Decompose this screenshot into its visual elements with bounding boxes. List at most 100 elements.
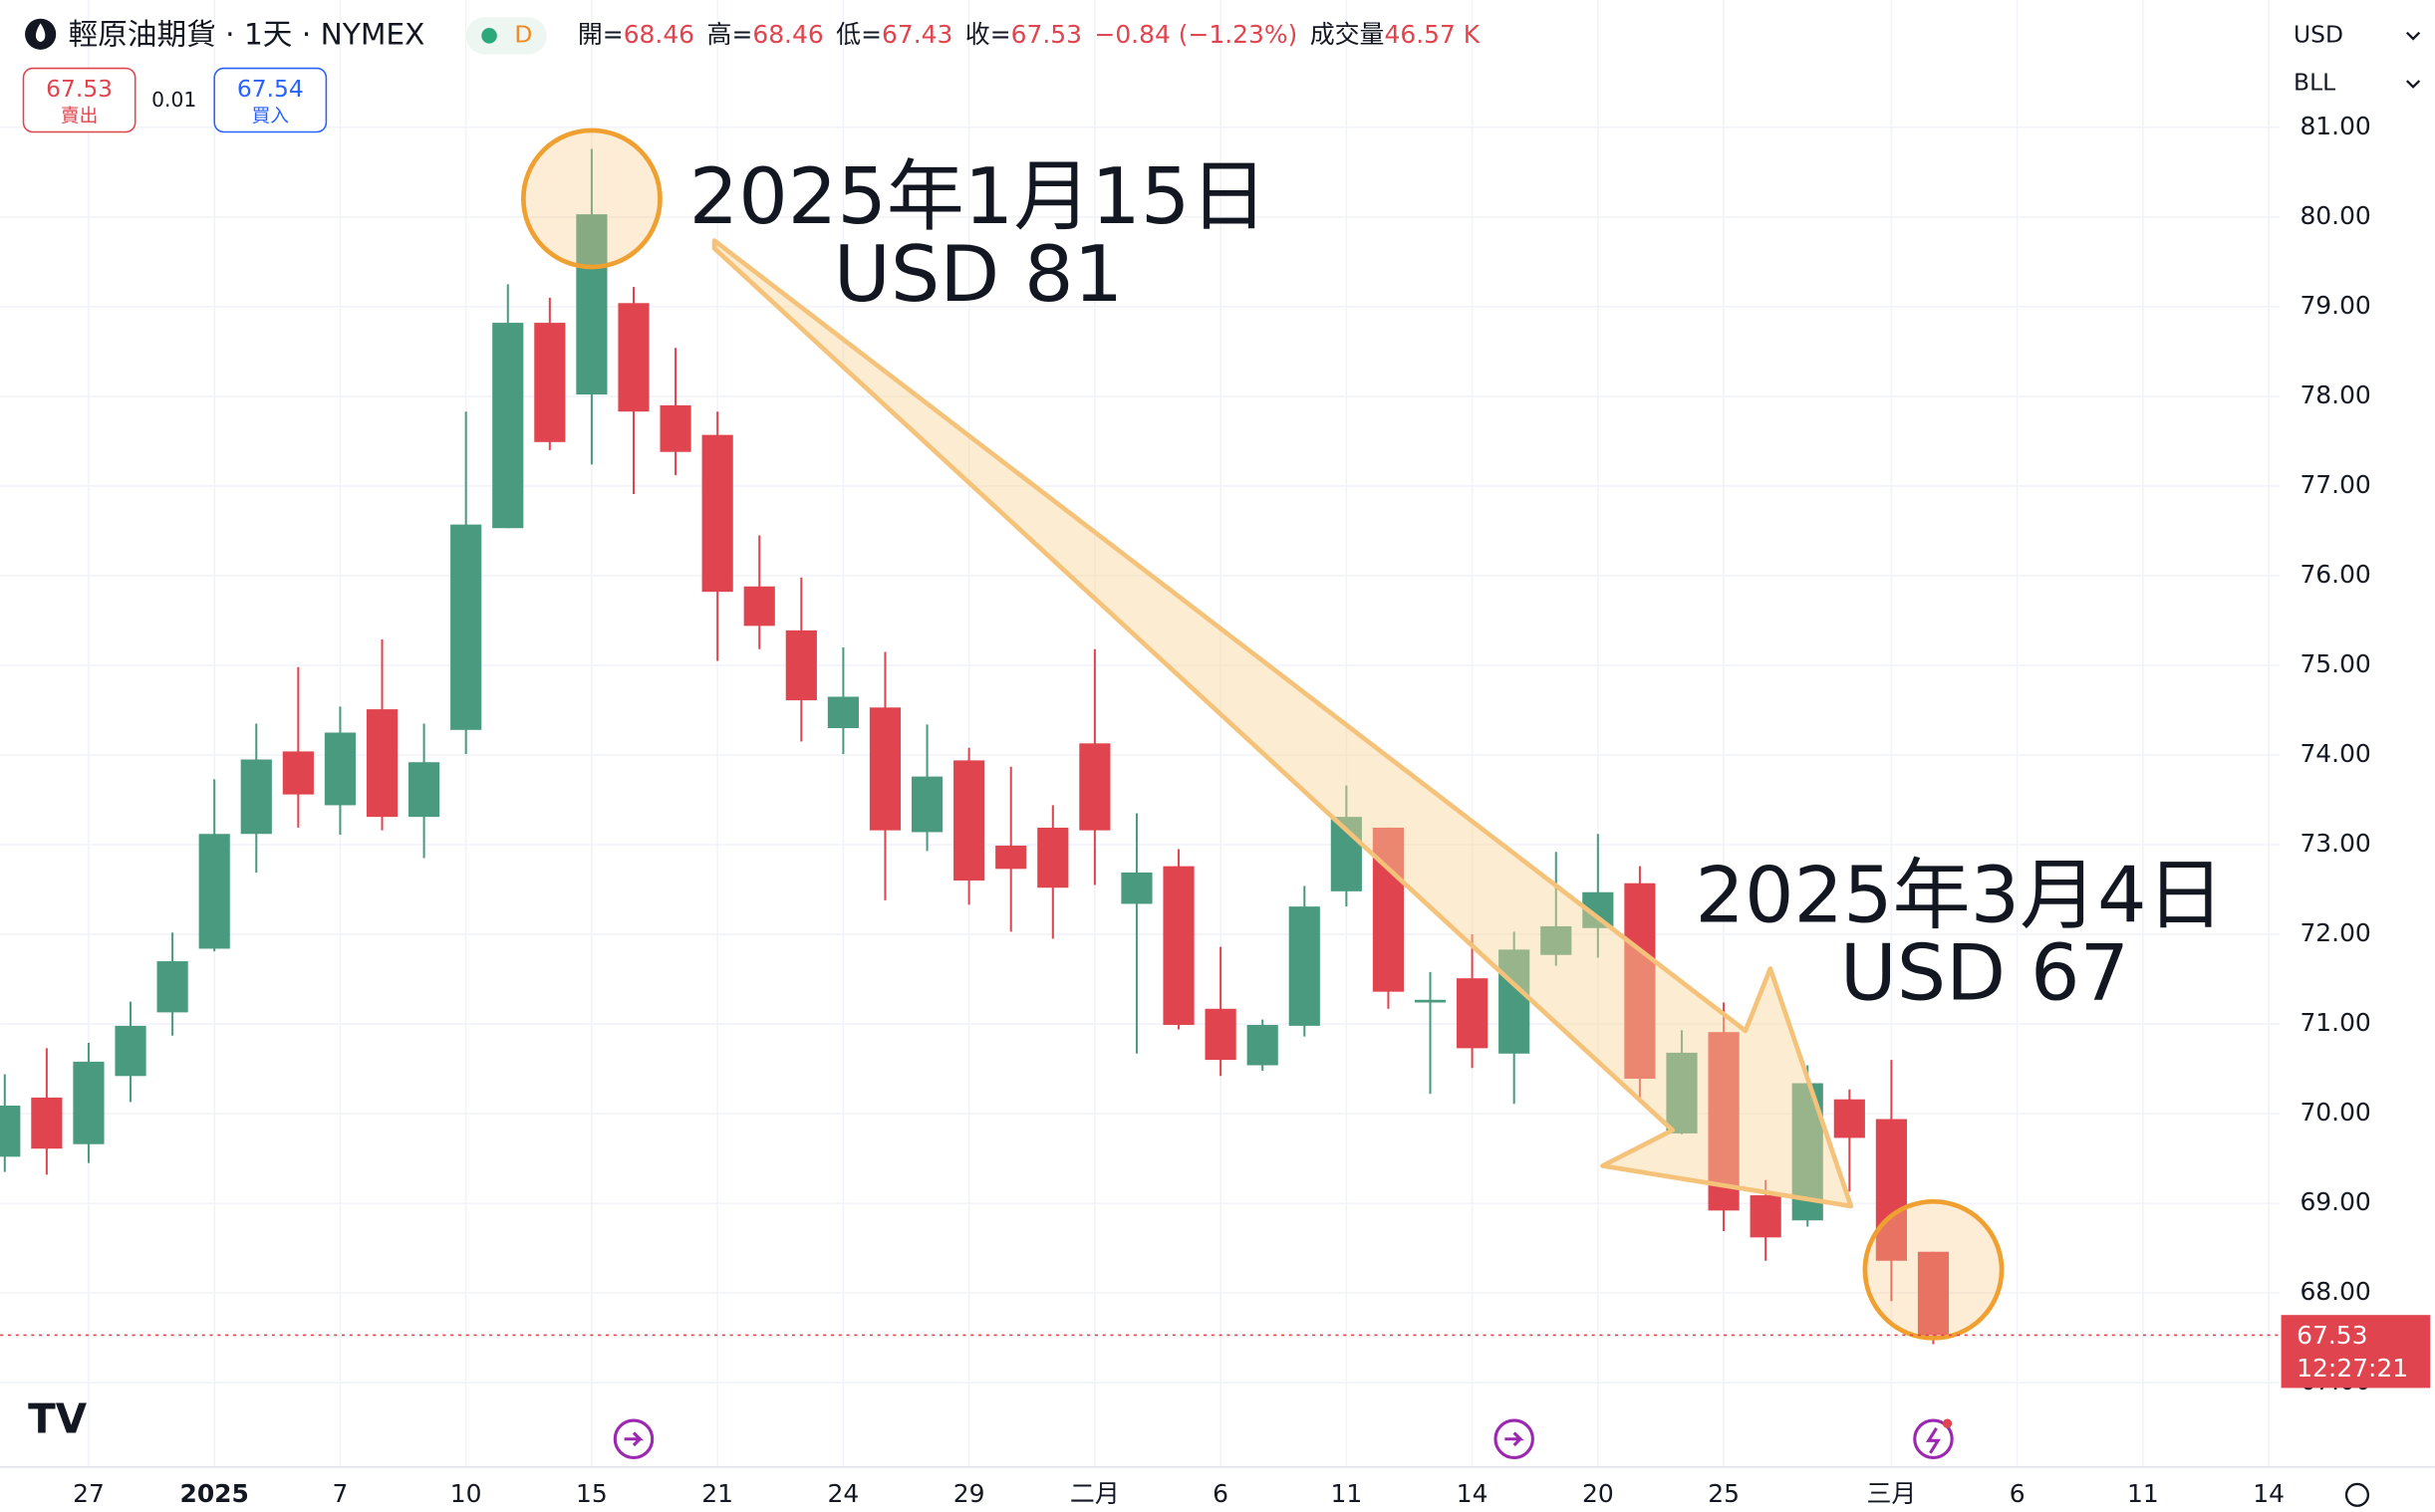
currency-select[interactable]: [2283, 10, 2429, 58]
candle-body: [240, 759, 272, 835]
sell-price: 67.53: [46, 75, 113, 103]
candle-body: [198, 834, 230, 949]
annotation-price: USD 67: [1840, 928, 2129, 1018]
y-tick-label: 73.00: [2300, 829, 2370, 858]
y-tick-label: 71.00: [2300, 1008, 2370, 1037]
x-tick-label: 15: [576, 1479, 608, 1508]
countdown: 12:27:21: [2297, 1354, 2408, 1383]
candle-body: [1205, 1008, 1236, 1061]
candle-body: [282, 751, 314, 795]
x-tick-label: 10: [450, 1479, 482, 1508]
candle-body: [156, 961, 188, 1013]
candle-body: [408, 762, 440, 818]
candles: [0, 148, 1950, 1345]
y-tick-label: 75.00: [2300, 649, 2370, 678]
interval-badge: D: [514, 20, 532, 48]
settings-icon[interactable]: [2344, 1482, 2370, 1507]
x-tick-label: 7: [333, 1479, 349, 1508]
x-tick-label: 三月: [1866, 1479, 1916, 1508]
ohlc-label: 收=: [965, 20, 1011, 49]
candle-body: [1079, 743, 1111, 831]
ohlc-readout: 開=68.46 高=68.46 低=67.43 收=67.53 −0.84 (−1.23…: [578, 20, 1481, 49]
x-tick-label: 6: [1213, 1479, 1228, 1508]
sell-button[interactable]: [22, 67, 136, 133]
candle-body: [534, 323, 566, 442]
ohlc-value: 67.53: [1011, 20, 1082, 49]
candle-body: [115, 1025, 146, 1077]
candle-body: [1708, 1032, 1740, 1211]
candle-body: [1288, 906, 1320, 1026]
candle-body: [1750, 1195, 1781, 1238]
x-tick-label: 14: [1457, 1479, 1488, 1508]
candle-body: [953, 760, 985, 882]
candle-body: [1666, 1052, 1698, 1134]
candle-body: [324, 732, 357, 806]
last-price-tag: [2281, 1315, 2431, 1388]
ohlc-label: 低=: [836, 20, 882, 49]
candle-body: [1121, 872, 1153, 904]
candle-body: [1540, 925, 1572, 955]
overlay: 67.53 12:27:21: [0, 1315, 2431, 1388]
candle-body: [1875, 1119, 1907, 1261]
unit: BLL: [2294, 69, 2335, 97]
event-icon[interactable]: [1493, 1418, 1534, 1460]
candle-body: [1917, 1251, 1950, 1336]
y-tick-label: 72.00: [2300, 918, 2370, 947]
candle-body: [1037, 827, 1069, 888]
y-tick-label: 79.00: [2300, 291, 2370, 320]
x-tick-label: 11: [2127, 1479, 2159, 1508]
y-tick-label: 77.00: [2300, 470, 2370, 499]
chevron: [2406, 31, 2421, 41]
y-tick-label: 69.00: [2300, 1187, 2370, 1216]
candle-body: [1457, 978, 1488, 1049]
grid: 67.0068.0069.0070.0071.0072.0073.0074.00…: [0, 0, 2371, 1508]
x-tick-label: 二月: [1070, 1479, 1120, 1508]
annotation-date: 2025年3月4日: [1695, 851, 2224, 940]
annotation-date: 2025年1月15日: [689, 152, 1268, 242]
last-price-label: 67.53: [2297, 1321, 2367, 1350]
candle-body: [1163, 866, 1195, 1025]
candle-body: [0, 1106, 21, 1157]
y-tick-label: 76.00: [2300, 560, 2370, 589]
x-tick-label: 11: [1330, 1479, 1362, 1508]
buy-label: 買入: [252, 106, 290, 126]
candle-body: [73, 1061, 105, 1144]
y-tick-label: 68.00: [2300, 1277, 2370, 1306]
candle-body: [743, 586, 775, 627]
x-tick-label: 24: [828, 1479, 860, 1508]
ohlc-value: 68.46: [752, 20, 823, 49]
x-tick-label: 25: [1708, 1479, 1740, 1508]
candle-body: [492, 323, 524, 529]
candle-body: [660, 404, 691, 452]
event-icon[interactable]: [613, 1418, 655, 1460]
buy-price: 67.54: [237, 75, 304, 103]
x-tick-label: 6: [2010, 1479, 2026, 1508]
event-icon[interactable]: [1913, 1418, 1954, 1460]
candle-body: [450, 524, 482, 730]
ohlc-label: 高=: [707, 20, 753, 49]
logo: TV: [28, 1395, 88, 1443]
x-tick-label: 27: [73, 1479, 105, 1508]
annotation-price: USD 81: [834, 230, 1123, 320]
candle-body: [1246, 1024, 1278, 1066]
candle-body: [869, 707, 902, 831]
status-pill: [465, 17, 547, 55]
y-tick-label: 78.00: [2300, 380, 2370, 409]
volume-label: 成交量: [1310, 20, 1385, 49]
candle-body: [911, 776, 944, 833]
candle-body: [618, 303, 650, 412]
currency: USD: [2294, 20, 2343, 48]
ohlc-label: 開=: [578, 20, 624, 49]
sell-label: 賣出: [61, 106, 98, 126]
status-dot: [481, 28, 497, 44]
candle-body: [785, 630, 817, 701]
candle-body: [995, 845, 1027, 870]
y-tick-label: 70.00: [2300, 1098, 2370, 1127]
buy-button[interactable]: [213, 67, 328, 133]
highlight-circle: [1862, 1198, 2005, 1341]
candle-body: [701, 434, 733, 593]
chevron: [2406, 80, 2421, 89]
symbol-title: 輕原油期貨 · 1天 · NYMEX: [69, 17, 425, 51]
ohlc-value: 67.43: [882, 20, 952, 49]
